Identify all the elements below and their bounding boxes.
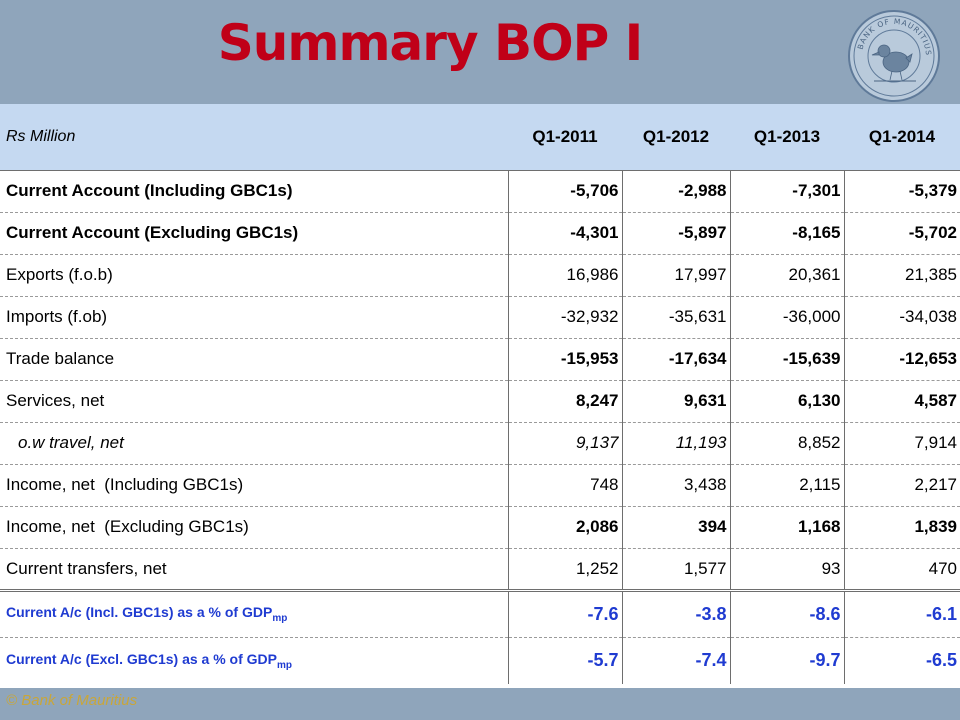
row-label-text: Current A/c (Excl. GBC1s) as a % of GDP — [6, 650, 277, 667]
cell-value: 7,914 — [844, 422, 960, 465]
row-label: Current A/c (Excl. GBC1s) as a % of GDPm… — [0, 637, 509, 684]
row-label: o.w travel, net — [0, 422, 509, 465]
cell-value: 21,385 — [844, 254, 960, 297]
column-header: Q1-2011 — [508, 104, 622, 171]
cell-value: -34,038 — [844, 296, 960, 339]
cell-value: -15,639 — [730, 338, 845, 381]
cell-value: -5,897 — [622, 212, 731, 255]
cell-value: -6.1 — [844, 590, 960, 638]
table-row: Services, net 8,247 9,631 6,130 4,587 — [0, 380, 960, 423]
cell-value: 2,217 — [844, 464, 960, 507]
cell-value: -3.8 — [622, 590, 731, 638]
cell-value: -36,000 — [730, 296, 845, 339]
cell-value: 394 — [622, 506, 731, 549]
table-row: Current transfers, net 1,252 1,577 93 47… — [0, 548, 960, 592]
table-row-percent: Current A/c (Incl. GBC1s) as a % of GDPm… — [0, 590, 960, 638]
cell-value: -8.6 — [730, 590, 845, 638]
table-row: Income, net (Excluding GBC1s) 2,086 394 … — [0, 506, 960, 549]
cell-value: 20,361 — [730, 254, 845, 297]
cell-value: 748 — [508, 464, 623, 507]
subscript: mp — [272, 612, 288, 624]
cell-value: -7.4 — [622, 637, 731, 684]
row-label: Imports (f.ob) — [0, 296, 509, 339]
cell-value: 93 — [730, 548, 845, 592]
cell-value: 1,168 — [730, 506, 845, 549]
row-label: Income, net (Excluding GBC1s) — [0, 506, 509, 549]
cell-value: 8,247 — [508, 380, 623, 423]
cell-value: -35,631 — [622, 296, 731, 339]
row-label: Current transfers, net — [0, 548, 509, 592]
cell-value: -15,953 — [508, 338, 623, 381]
cell-value: 6,130 — [730, 380, 845, 423]
cell-value: 1,839 — [844, 506, 960, 549]
table-row: Trade balance -15,953 -17,634 -15,639 -1… — [0, 338, 960, 381]
cell-value: -5,706 — [508, 170, 623, 213]
table-row: o.w travel, net 9,137 11,193 8,852 7,914 — [0, 422, 960, 465]
table-row: Exports (f.o.b) 16,986 17,997 20,361 21,… — [0, 254, 960, 297]
row-label-text: Current A/c (Incl. GBC1s) as a % of GDP — [6, 604, 273, 621]
bop-summary-table: Rs Million Q1-2011 Q1-2012 Q1-2013 Q1-20… — [0, 104, 960, 688]
table-header-row: Rs Million Q1-2011 Q1-2012 Q1-2013 Q1-20… — [0, 104, 960, 171]
column-header: Q1-2012 — [622, 104, 730, 171]
table-row: Imports (f.ob) -32,932 -35,631 -36,000 -… — [0, 296, 960, 339]
row-label: Services, net — [0, 380, 509, 423]
cell-value: -5.7 — [508, 637, 623, 684]
cell-value: -2,988 — [622, 170, 731, 213]
row-label: Income, net (Including GBC1s) — [0, 464, 509, 507]
row-label: Current Account (Including GBC1s) — [0, 170, 509, 213]
cell-value: -8,165 — [730, 212, 845, 255]
cell-value: -7.6 — [508, 590, 623, 638]
cell-value: -32,932 — [508, 296, 623, 339]
column-header: Q1-2013 — [730, 104, 844, 171]
cell-value: 470 — [844, 548, 960, 592]
column-header: Q1-2014 — [844, 104, 960, 171]
row-label: Trade balance — [0, 338, 509, 381]
cell-value: 2,086 — [508, 506, 623, 549]
cell-value: -5,702 — [844, 212, 960, 255]
cell-value: -9.7 — [730, 637, 845, 684]
cell-value: 9,631 — [622, 380, 731, 423]
bank-seal-logo: BANK OF MAURITIUS — [848, 10, 940, 102]
cell-value: -7,301 — [730, 170, 845, 213]
table-row: Current Account (Including GBC1s) -5,706… — [0, 170, 960, 213]
row-label: Current A/c (Incl. GBC1s) as a % of GDPm… — [0, 590, 509, 638]
cell-value: 8,852 — [730, 422, 845, 465]
row-label: Current Account (Excluding GBC1s) — [0, 212, 509, 255]
cell-value: 11,193 — [622, 422, 731, 465]
cell-value: 9,137 — [508, 422, 623, 465]
cell-value: -12,653 — [844, 338, 960, 381]
row-label: Exports (f.o.b) — [0, 254, 509, 297]
table-row-percent: Current A/c (Excl. GBC1s) as a % of GDPm… — [0, 637, 960, 684]
cell-value: -4,301 — [508, 212, 623, 255]
cell-value: 4,587 — [844, 380, 960, 423]
table-row: Current Account (Excluding GBC1s) -4,301… — [0, 212, 960, 255]
subscript: mp — [277, 659, 292, 671]
cell-value: -5,379 — [844, 170, 960, 213]
cell-value: 1,252 — [508, 548, 623, 592]
slide-title: Summary BOP I — [217, 14, 643, 72]
cell-value: 17,997 — [622, 254, 731, 297]
cell-value: 1,577 — [622, 548, 731, 592]
copyright-footer: © Bank of Mauritius — [6, 692, 138, 709]
cell-value: 16,986 — [508, 254, 623, 297]
header-units-label: Rs Million — [0, 104, 508, 171]
table-row: Income, net (Including GBC1s) 748 3,438 … — [0, 464, 960, 507]
cell-value: 3,438 — [622, 464, 731, 507]
cell-value: 2,115 — [730, 464, 845, 507]
cell-value: -6.5 — [925, 650, 957, 671]
cell-value: -17,634 — [622, 338, 731, 381]
